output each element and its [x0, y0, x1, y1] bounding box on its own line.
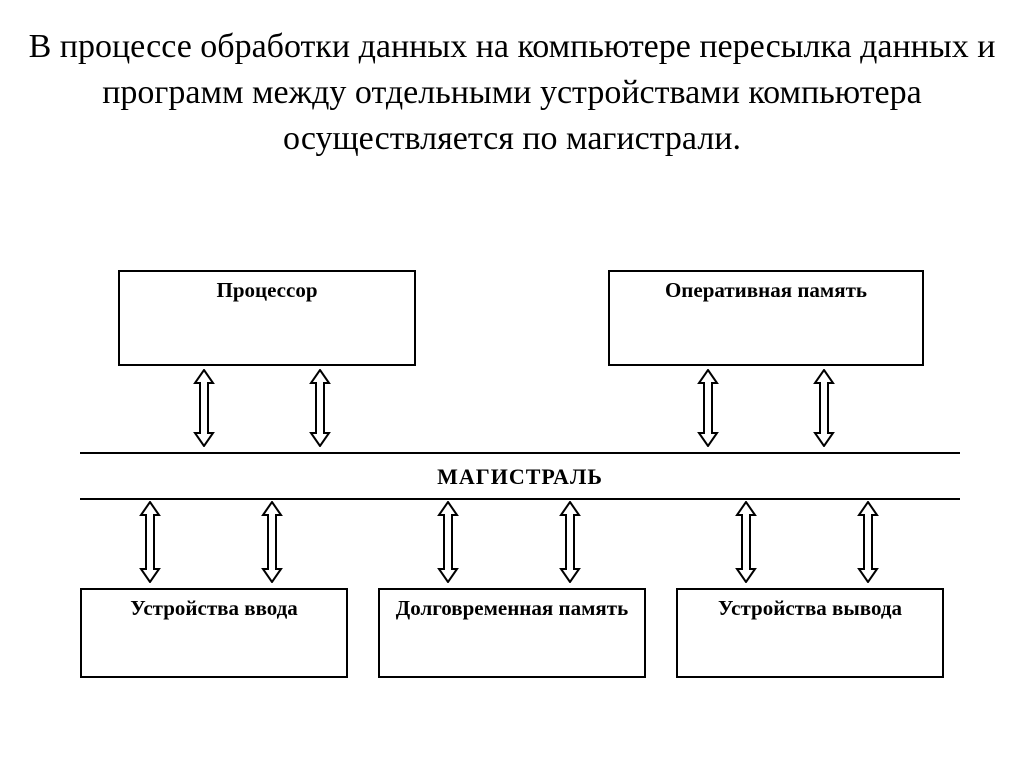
- node-label: Оперативная память: [610, 272, 922, 302]
- node-long_term_memory: Долговременная память: [378, 588, 646, 678]
- page-title: В процессе обработки данных на компьютер…: [0, 24, 1024, 162]
- page-container: В процессе обработки данных на компьютер…: [0, 0, 1024, 767]
- double-arrow-icon: [734, 501, 758, 583]
- node-output_devices: Устройства вывода: [676, 588, 944, 678]
- double-arrow-icon: [856, 501, 880, 583]
- double-arrow-icon: [260, 501, 284, 583]
- double-arrow-icon: [192, 369, 216, 447]
- node-label: Долговременная память: [380, 590, 644, 620]
- bus-line-top: [80, 452, 960, 454]
- bus-diagram: МАГИСТРАЛЬ Процессор Оперативная память Уст…: [80, 270, 960, 690]
- double-arrow-icon: [138, 501, 162, 583]
- node-processor: Процессор: [118, 270, 416, 366]
- node-input_devices: Устройства ввода: [80, 588, 348, 678]
- node-label: Устройства ввода: [82, 590, 346, 620]
- node-label: Устройства вывода: [678, 590, 942, 620]
- double-arrow-icon: [558, 501, 582, 583]
- node-label: Процессор: [120, 272, 414, 302]
- bus-label: МАГИСТРАЛЬ: [80, 464, 960, 490]
- double-arrow-icon: [436, 501, 460, 583]
- bus-line-bottom: [80, 498, 960, 500]
- node-ram: Оперативная память: [608, 270, 924, 366]
- double-arrow-icon: [812, 369, 836, 447]
- double-arrow-icon: [696, 369, 720, 447]
- double-arrow-icon: [308, 369, 332, 447]
